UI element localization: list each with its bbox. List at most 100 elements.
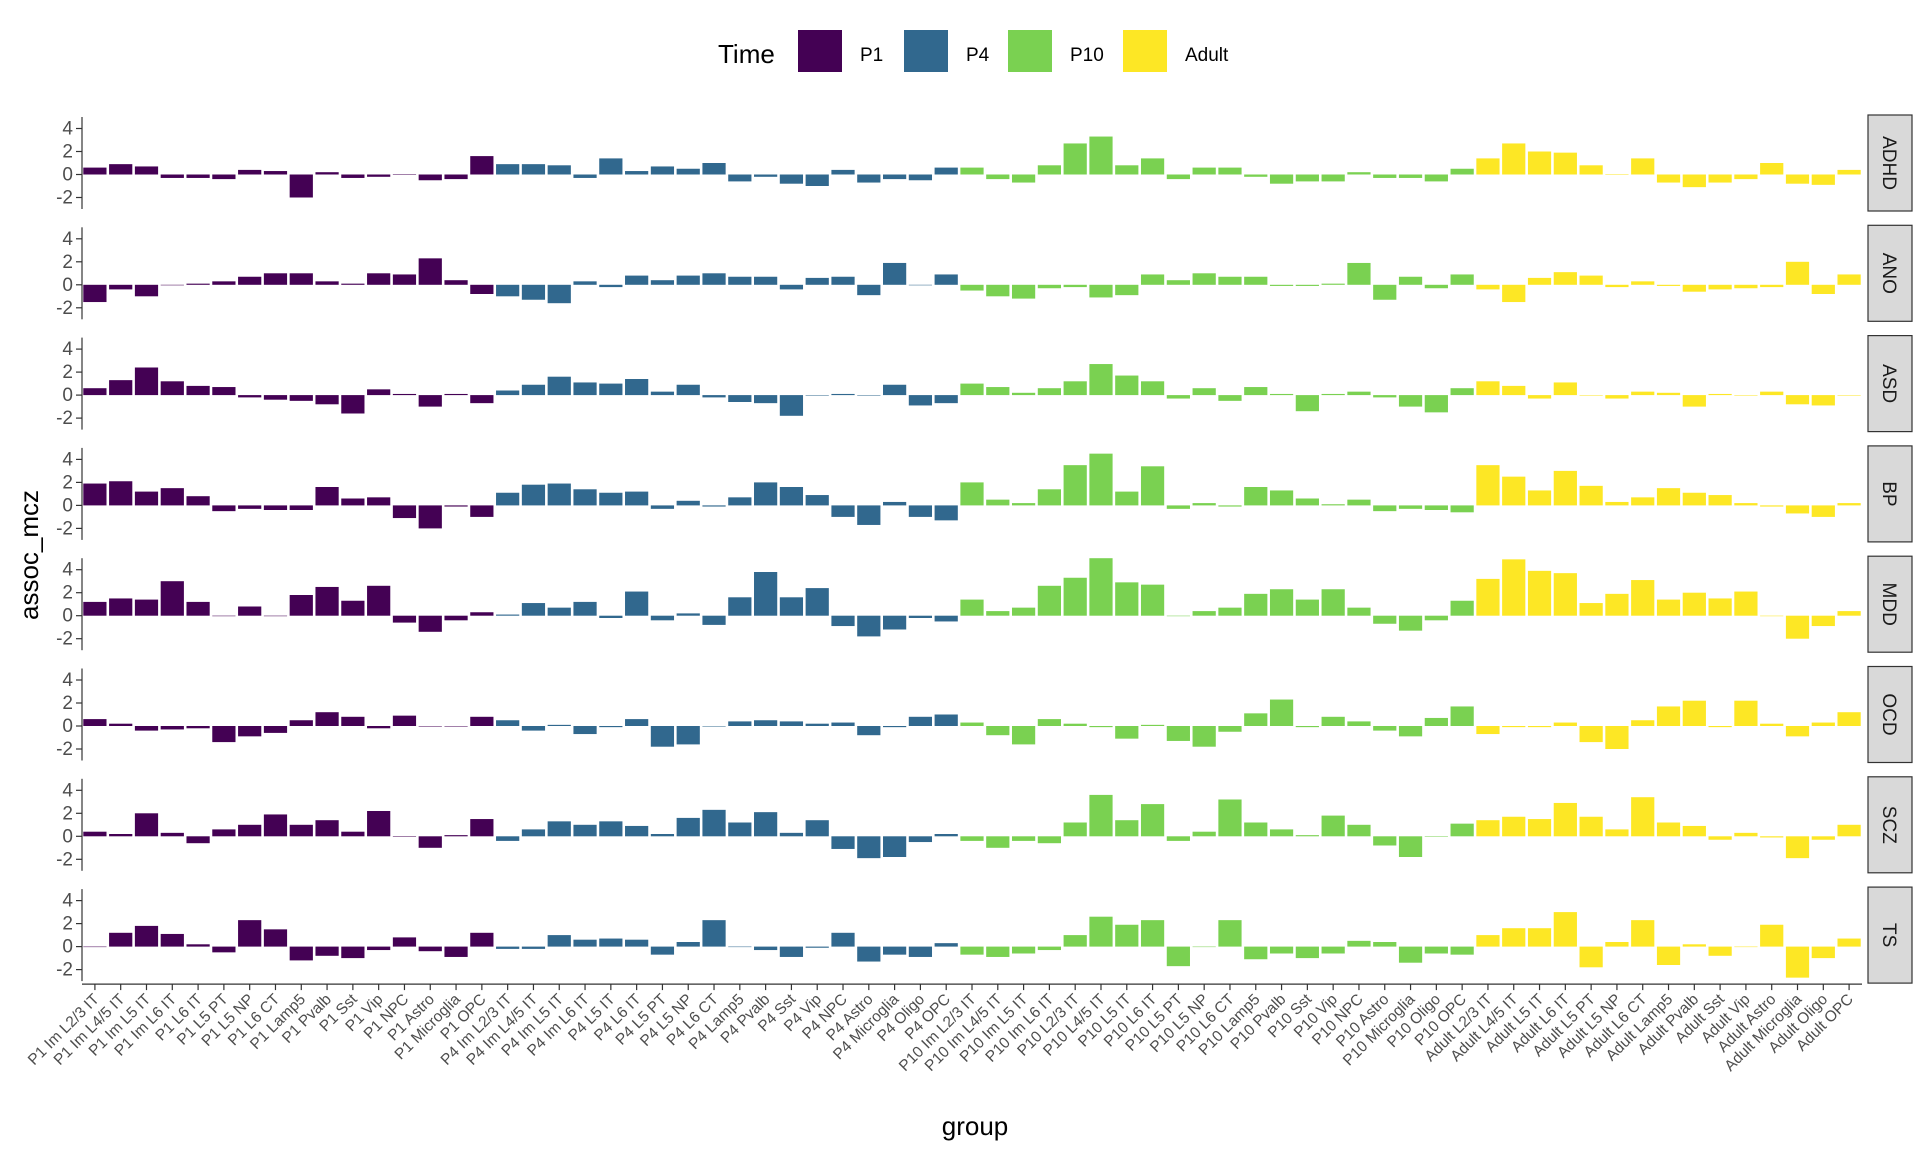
bar-scz-17 (521, 829, 546, 837)
bar-ano-10 (341, 283, 365, 285)
bar-scz-55 (1502, 816, 1526, 837)
bar-scz-3 (160, 832, 184, 837)
strip-bp (1867, 445, 1913, 543)
bar-bp-37 (1037, 489, 1061, 506)
bar-scz-28 (805, 820, 829, 837)
bar-bp-38 (1063, 465, 1087, 506)
bar-ano-19 (573, 281, 597, 285)
bar-adhd-12 (392, 174, 417, 175)
bar-bp-39 (1089, 453, 1113, 506)
bar-ano-13 (418, 258, 442, 285)
bar-bp-19 (573, 489, 597, 506)
bar-scz-33 (934, 834, 958, 837)
bar-asd-27 (779, 395, 804, 416)
y-tick-label: 4 (62, 670, 73, 691)
bar-mdd-44 (1218, 607, 1242, 616)
bar-scz-56 (1527, 819, 1552, 837)
bar-ano-17 (521, 284, 546, 300)
bar-adhd-31 (883, 174, 907, 180)
bar-ano-16 (496, 284, 520, 297)
bar-ano-44 (1218, 276, 1242, 285)
bar-ano-30 (857, 284, 881, 296)
bar-asd-4 (186, 385, 210, 396)
bar-mdd-6 (238, 606, 262, 616)
bar-ocd-0 (83, 719, 107, 726)
bar-adhd-15 (470, 156, 494, 175)
y-tick-label: -2 (56, 960, 73, 981)
bar-ocd-33 (934, 714, 958, 726)
bar-asd-38 (1063, 381, 1087, 396)
bar-ano-36 (1011, 284, 1036, 299)
bar-bp-27 (779, 487, 804, 506)
bar-asd-32 (908, 395, 933, 406)
bar-adhd-28 (805, 174, 829, 186)
bar-adhd-13 (418, 174, 442, 181)
bar-asd-17 (521, 384, 546, 396)
bar-asd-24 (702, 395, 726, 398)
bar-adhd-43 (1192, 167, 1216, 175)
bar-asd-48 (1321, 393, 1345, 396)
bar-ano-25 (728, 276, 752, 285)
bar-asd-25 (728, 395, 752, 402)
bar-scz-31 (883, 836, 907, 857)
bar-ts-59 (1605, 942, 1629, 947)
bar-mdd-22 (650, 615, 675, 621)
bar-ts-16 (496, 946, 520, 949)
bar-ocd-34 (960, 722, 984, 726)
bar-ocd-5 (212, 726, 236, 743)
bar-asd-30 (857, 395, 881, 396)
bar-asd-0 (83, 388, 107, 396)
bar-bp-31 (883, 501, 907, 506)
bar-asd-52 (1424, 395, 1448, 413)
legend-item-p4: P4 (904, 30, 990, 72)
bar-bp-54 (1476, 465, 1500, 506)
bar-mdd-8 (289, 595, 313, 616)
bar-asd-9 (315, 395, 339, 405)
bar-adhd-51 (1398, 174, 1423, 178)
bar-ts-7 (263, 929, 288, 947)
strip-label: SCZ (1878, 806, 1899, 844)
bar-mdd-41 (1140, 584, 1165, 616)
y-tick-label: 0 (62, 275, 73, 296)
bar-scz-59 (1605, 829, 1629, 837)
bar-ano-57 (1553, 272, 1577, 285)
bar-asd-41 (1140, 381, 1165, 396)
bar-mdd-62 (1682, 592, 1706, 616)
bar-ocd-51 (1398, 726, 1423, 737)
bar-ocd-44 (1218, 726, 1242, 732)
bar-mdd-30 (857, 615, 881, 637)
bar-adhd-34 (960, 167, 984, 175)
legend: Time P1 P4 P10 Adult (718, 30, 1229, 72)
bar-adhd-61 (1656, 174, 1681, 183)
bar-mdd-51 (1398, 615, 1423, 631)
bar-ts-34 (960, 946, 984, 955)
y-tick-label: 4 (62, 449, 73, 470)
strip-label: ANO (1878, 253, 1899, 294)
bar-adhd-56 (1527, 151, 1552, 175)
bar-scz-16 (496, 836, 520, 841)
bar-adhd-7 (263, 171, 288, 175)
bar-scz-23 (676, 817, 700, 837)
bar-scz-15 (470, 819, 494, 837)
y-tick-label: 2 (62, 803, 73, 824)
y-tick-label: 2 (62, 252, 73, 273)
bar-scz-5 (212, 829, 236, 837)
bar-ano-61 (1656, 284, 1681, 286)
bar-asd-37 (1037, 388, 1061, 396)
bar-bp-61 (1656, 488, 1681, 506)
bar-ocd-40 (1115, 726, 1139, 739)
y-tick-label: 2 (62, 583, 73, 604)
bar-mdd-20 (599, 615, 623, 618)
y-tick-label: 4 (62, 780, 73, 801)
bar-mdd-23 (676, 613, 700, 616)
bar-asd-67 (1811, 395, 1835, 406)
bar-asd-40 (1115, 375, 1139, 396)
bar-ts-4 (186, 944, 210, 947)
bar-adhd-20 (599, 158, 623, 175)
bar-adhd-60 (1631, 158, 1655, 175)
bar-adhd-45 (1244, 174, 1268, 177)
bar-adhd-38 (1063, 143, 1087, 175)
bar-ocd-61 (1656, 706, 1681, 726)
panel-mdd: 420-2 MDD (56, 555, 1913, 653)
y-tick-label: 0 (62, 606, 73, 627)
